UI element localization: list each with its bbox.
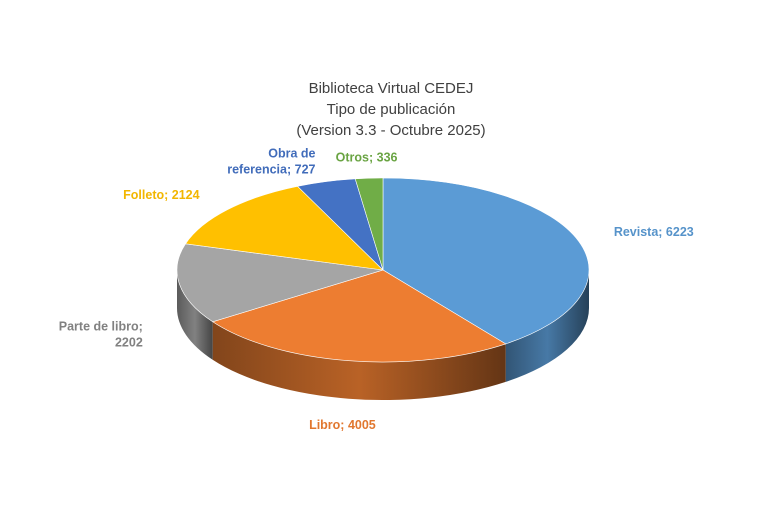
chart-title-line: (Version 3.3 - Octubre 2025)	[296, 122, 485, 139]
chart-title-line: Biblioteca Virtual CEDEJ	[309, 80, 474, 97]
chart-title-line: Tipo de publicación	[327, 101, 456, 118]
data-label-parte-de-libro: Parte de libro; 2202	[59, 320, 143, 350]
pie-slice-revista	[382, 177, 590, 345]
chart-title: Biblioteca Virtual CEDEJ Tipo de publicac…	[296, 80, 485, 139]
data-label-folleto: Folleto; 2124	[123, 188, 199, 202]
pie-side-parte-de-libro	[177, 270, 213, 360]
pie-slice-folleto	[185, 185, 384, 271]
pie-slice-libro	[211, 269, 507, 363]
pie-side-libro	[212, 321, 506, 400]
data-label-libro: Libro; 4005	[309, 418, 376, 432]
pie-slice-otros	[354, 177, 384, 271]
pie-slices	[176, 177, 590, 363]
data-labels: Revista; 6223 Libro; 4005 Parte de libro; 2…	[59, 147, 694, 432]
data-label-revista: Revista; 6223	[614, 225, 694, 239]
data-label-otros: Otros; 336	[336, 151, 398, 165]
data-label-obra-de-referencia: Obra de referencia; 727	[227, 147, 315, 177]
